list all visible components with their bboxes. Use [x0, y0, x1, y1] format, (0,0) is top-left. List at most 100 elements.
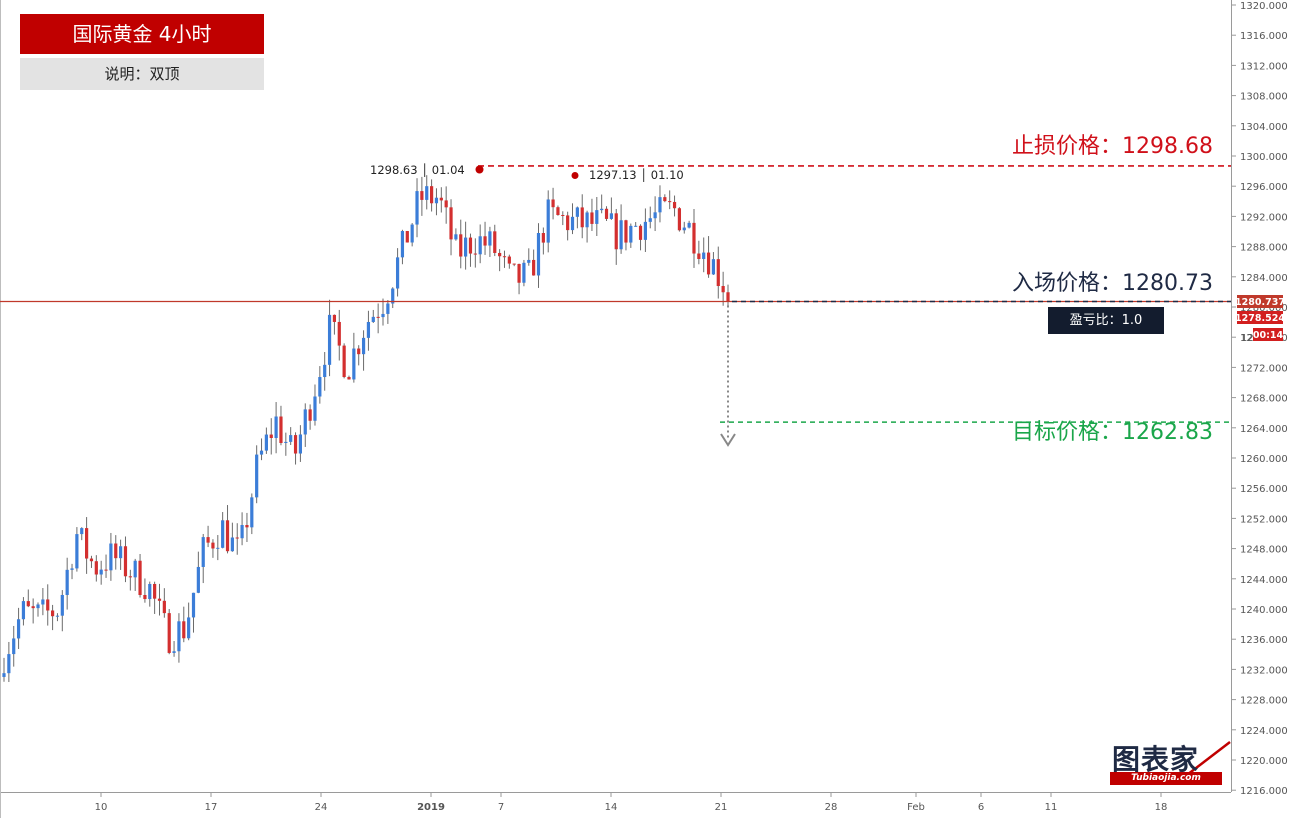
candle-body: [196, 566, 200, 593]
candle: [240, 512, 244, 546]
tubiaojia-logo: 图表家 Tubiaojia.com: [1110, 738, 1226, 786]
candle: [405, 230, 409, 243]
candle: [289, 427, 293, 445]
candle-body: [55, 615, 60, 617]
candle-body: [454, 234, 458, 240]
candle: [590, 198, 594, 231]
y-tick-label: 1220.000: [1240, 756, 1288, 767]
candle: [517, 263, 521, 295]
candle: [318, 366, 322, 404]
candle: [638, 224, 643, 251]
candle-body: [429, 186, 434, 204]
x-tick-label: 24: [315, 802, 328, 813]
candle-body: [143, 594, 147, 600]
candle-body: [449, 207, 453, 240]
candle: [123, 536, 128, 583]
candle-body: [361, 337, 366, 355]
candle: [663, 194, 667, 203]
candle: [716, 246, 720, 299]
left-peak-marker: [475, 165, 484, 174]
candle-body: [575, 207, 579, 217]
candle: [332, 314, 337, 335]
candle-body: [284, 441, 288, 443]
target-label: 目标价格：1262.83: [1012, 420, 1213, 445]
x-tick-label: 17: [205, 802, 218, 813]
x-tick-label: 14: [605, 802, 618, 813]
candle-body: [663, 197, 667, 202]
x-tick-label: 21: [715, 802, 728, 813]
right-peak-marker: [571, 172, 579, 179]
candle-body: [512, 263, 516, 265]
candle-body: [16, 619, 21, 639]
candle: [434, 188, 439, 216]
candle-body: [716, 259, 720, 287]
candle-body: [507, 256, 511, 264]
candle-body: [2, 673, 6, 677]
candle: [191, 592, 196, 633]
candle-body: [410, 224, 414, 243]
candle: [682, 221, 686, 234]
candle-body: [259, 450, 264, 455]
x-tick-label: 7: [498, 802, 504, 813]
candle: [449, 199, 453, 256]
candle: [46, 584, 50, 626]
candle-body: [308, 409, 312, 421]
candle: [303, 403, 307, 447]
candle-body: [556, 207, 560, 215]
y-tick-label: 1268.000: [1240, 394, 1288, 405]
candle: [327, 299, 332, 377]
candle-body: [225, 520, 230, 552]
candle: [381, 298, 385, 326]
countdown-tag: [1253, 328, 1283, 341]
candle-body: [585, 212, 589, 228]
candle-body: [41, 599, 45, 605]
candle-body: [478, 236, 482, 255]
candle-body: [561, 214, 565, 216]
candle: [400, 229, 405, 265]
candle-body: [371, 316, 375, 322]
y-tick-label: 1308.000: [1240, 92, 1288, 103]
candle-body: [279, 416, 283, 443]
candle: [153, 581, 157, 614]
candle: [65, 557, 69, 610]
candle-body: [318, 377, 322, 397]
candle-body: [677, 208, 682, 231]
candle-body: [624, 220, 628, 243]
candle: [235, 523, 239, 555]
candle-body: [31, 606, 35, 609]
candle-body: [250, 497, 254, 528]
candle-body: [323, 364, 327, 378]
candle: [201, 533, 205, 584]
candle: [376, 303, 380, 334]
candle: [473, 238, 477, 268]
y-tick-label: 1224.000: [1240, 726, 1288, 737]
candle: [643, 208, 647, 252]
candle-body: [313, 396, 317, 421]
candle: [488, 226, 492, 257]
candle-body: [658, 197, 662, 213]
candle-body: [619, 220, 623, 250]
candle: [323, 351, 327, 391]
candle-body: [590, 212, 594, 224]
candle-body: [532, 259, 536, 276]
candle: [619, 204, 623, 254]
candle: [357, 345, 361, 366]
candle: [595, 196, 599, 236]
candle-body: [138, 560, 142, 595]
candle: [697, 240, 701, 265]
candle: [624, 219, 628, 251]
candle: [264, 427, 268, 454]
candle-body: [157, 598, 162, 601]
candle: [454, 228, 458, 241]
candle-body: [721, 286, 725, 293]
candle-body: [133, 560, 137, 578]
candle: [609, 197, 613, 220]
candle: [157, 583, 162, 616]
candle-body: [235, 537, 239, 539]
candle: [284, 432, 288, 456]
candle: [55, 613, 60, 622]
candle: [410, 223, 414, 247]
candle-body: [327, 314, 332, 365]
candle-body: [264, 434, 268, 451]
